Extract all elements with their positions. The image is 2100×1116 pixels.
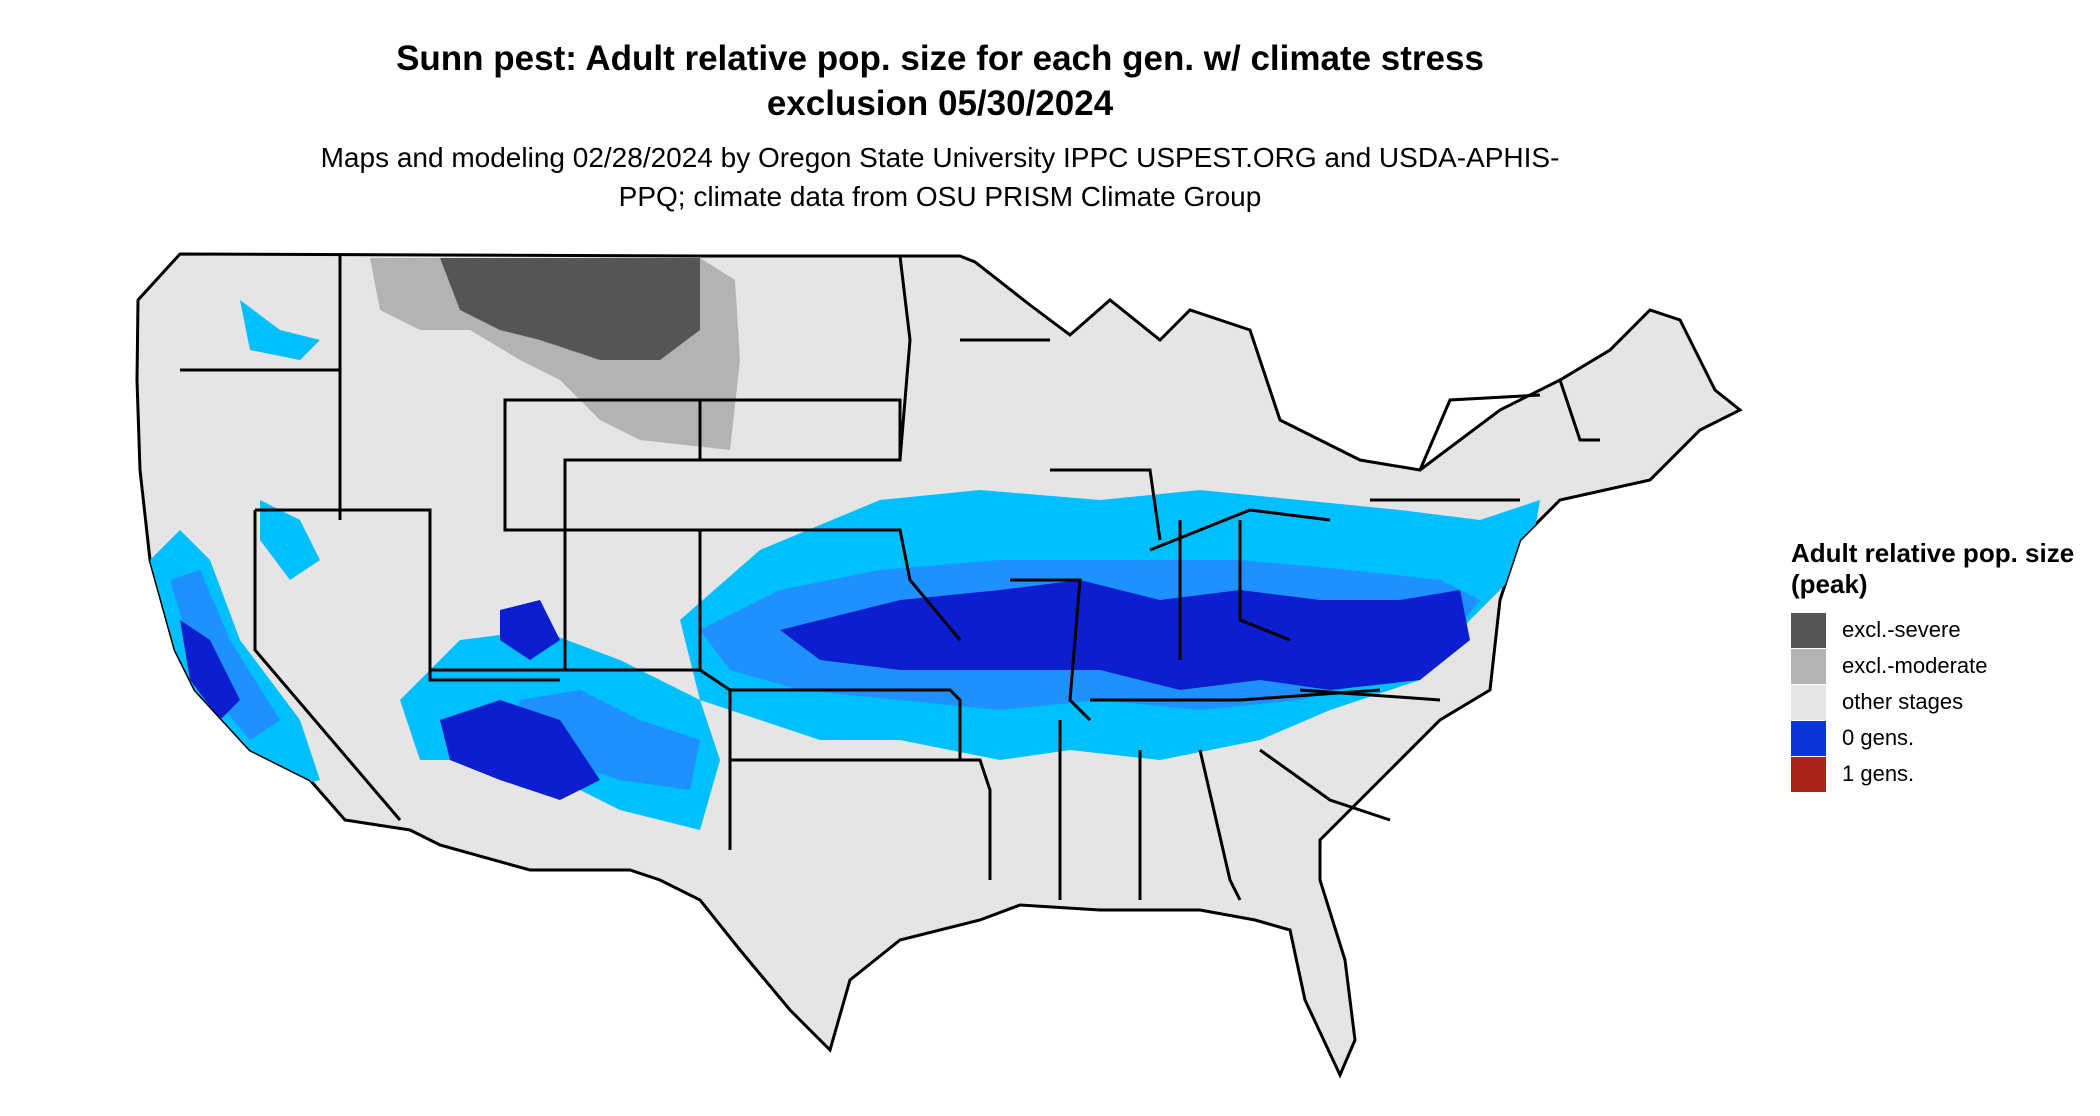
map-subtitle: Maps and modeling 02/28/2024 by Oregon S… (320, 142, 1560, 212)
legend-title: Adult relative pop. size (peak) (1791, 538, 2075, 599)
legend-item-other-stages: other stages (1791, 684, 2091, 720)
state-borders (180, 255, 1600, 901)
legend-item-0-gens: 0 gens. (1791, 720, 2091, 756)
legend-label: excl.-severe (1842, 617, 1961, 642)
legend-swatch (1791, 756, 1826, 792)
exclusion-zones (370, 258, 740, 450)
legend-item-1-gens: 1 gens. (1791, 756, 2091, 792)
legend-swatch (1791, 648, 1826, 684)
legend-swatch (1791, 684, 1826, 720)
legend-label: 0 gens. (1842, 725, 1915, 750)
legend-label: excl.-moderate (1842, 653, 1988, 678)
population-dark-blue (180, 580, 1470, 800)
legend-label: 1 gens. (1842, 761, 1915, 786)
legend-swatch (1791, 612, 1826, 648)
legend-label: other stages (1842, 689, 1964, 714)
legend-swatch (1791, 720, 1826, 756)
legend-item-excl-moderate: excl.-moderate (1791, 648, 2091, 684)
legend-item-excl-severe: excl.-severe (1791, 612, 2091, 648)
map-title: Sunn pest: Adult relative pop. size for … (396, 39, 1484, 123)
legend: Adult relative pop. size (peak) excl.-se… (1791, 538, 2091, 792)
